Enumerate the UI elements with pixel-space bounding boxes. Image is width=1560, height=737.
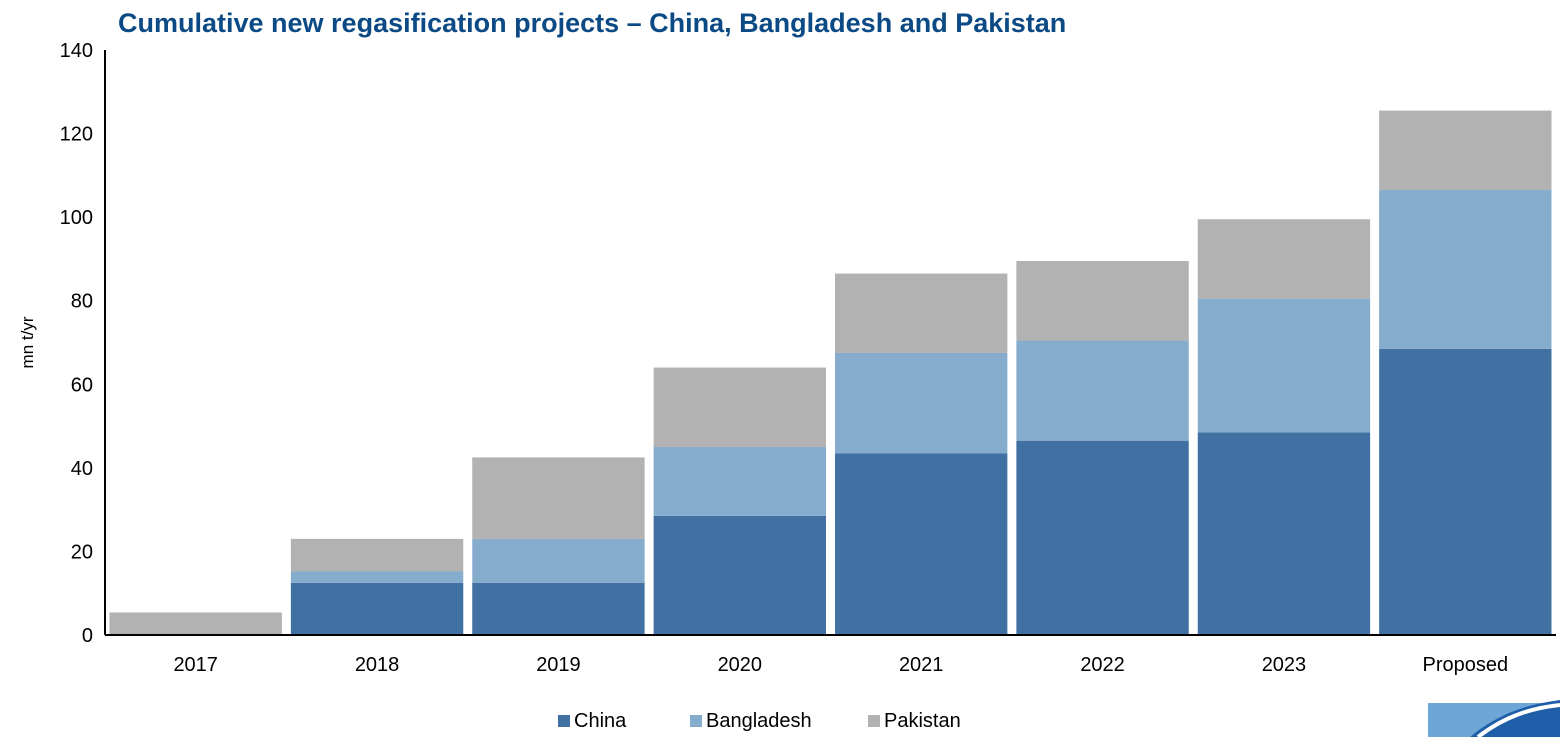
bar-bangladesh-2021 <box>835 352 1008 454</box>
y-axis-title: mn t/yr <box>18 316 37 368</box>
x-tick-label: 2021 <box>899 654 944 676</box>
bar-china-2018 <box>290 582 464 635</box>
bar-bangladesh-2019 <box>472 538 645 583</box>
chart-title: Cumulative new regasification projects –… <box>118 8 1067 38</box>
logo-corner <box>1428 700 1560 737</box>
bar-china-2020 <box>653 515 826 635</box>
bar-bangladesh-2018 <box>290 571 464 583</box>
legend: China Bangladesh Pakistan <box>558 710 961 732</box>
bar-bangladesh-2022 <box>1016 340 1189 441</box>
x-tick-label: 2019 <box>536 654 581 676</box>
bar-pakistan-2019 <box>472 457 645 539</box>
legend-swatch-pakistan <box>868 715 880 727</box>
x-tick-label: Proposed <box>1423 654 1509 676</box>
bar-bangladesh-2023 <box>1197 298 1371 433</box>
bar-china-proposed <box>1379 348 1552 635</box>
legend-swatch-china <box>558 715 570 727</box>
legend-label-bangladesh: Bangladesh <box>706 710 812 732</box>
bar-bangladesh-2020 <box>653 446 826 516</box>
x-tick-label: 2020 <box>718 654 763 676</box>
bar-bangladesh-proposed <box>1379 189 1552 349</box>
y-tick-label: 80 <box>71 291 93 313</box>
x-tick-label: 2023 <box>1262 654 1307 676</box>
bars-group <box>109 110 1552 635</box>
bar-pakistan-2023 <box>1197 219 1371 299</box>
y-tick-label: 120 <box>60 124 93 146</box>
bar-china-2022 <box>1016 440 1189 635</box>
x-tick-label: 2018 <box>355 654 400 676</box>
bar-china-2019 <box>472 582 645 635</box>
legend-swatch-bangladesh <box>690 715 702 727</box>
y-tick-label: 0 <box>82 625 93 647</box>
y-tick-label: 100 <box>60 207 93 229</box>
x-tick-label: 2017 <box>173 654 218 676</box>
bar-pakistan-2018 <box>290 538 464 572</box>
bar-china-2021 <box>835 453 1008 635</box>
y-tick-label: 20 <box>71 541 93 563</box>
y-tick-label: 60 <box>71 374 93 396</box>
bar-pakistan-proposed <box>1379 110 1552 190</box>
bar-pakistan-2020 <box>653 367 826 447</box>
bar-pakistan-2017 <box>109 612 282 635</box>
y-tick-label: 40 <box>71 458 93 480</box>
bar-china-2023 <box>1197 432 1371 635</box>
y-tick-label: 140 <box>60 40 93 62</box>
axes-group: 2017 2018 2019 2020 2021 2022 2023 Proposed 0 20 4… <box>18 40 1556 676</box>
bar-pakistan-2022 <box>1016 261 1189 341</box>
legend-label-pakistan: Pakistan <box>884 710 961 732</box>
x-tick-label: 2022 <box>1080 654 1125 676</box>
legend-label-china: China <box>574 710 627 732</box>
bar-pakistan-2021 <box>835 273 1008 353</box>
